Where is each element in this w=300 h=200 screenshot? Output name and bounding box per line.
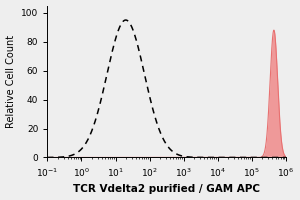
Y-axis label: Relative Cell Count: Relative Cell Count <box>6 35 16 128</box>
X-axis label: TCR Vdelta2 purified / GAM APC: TCR Vdelta2 purified / GAM APC <box>73 184 260 194</box>
